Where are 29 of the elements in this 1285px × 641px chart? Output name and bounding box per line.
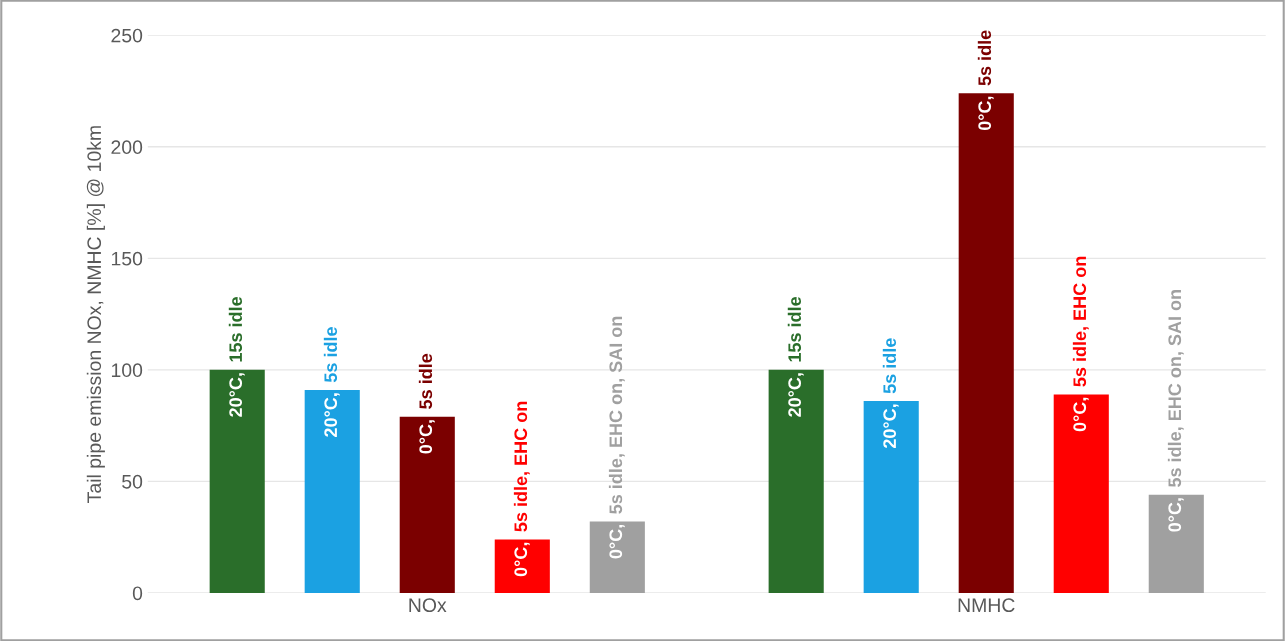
text: 20°C, 15s idle	[228, 296, 245, 417]
y-tick-label: 250	[111, 28, 143, 43]
bar	[209, 369, 265, 593]
text: 0°C, 5s idle, EHC on	[1072, 256, 1089, 432]
y-tick-label: 100	[111, 363, 143, 378]
bar	[494, 539, 550, 593]
text: 0°C, 5s idle, EHC on, SAI on	[1167, 290, 1184, 532]
text: 20°C, 5s idle	[882, 338, 899, 449]
bar	[863, 401, 919, 593]
x-tick-label: NMHC	[958, 598, 1015, 613]
text: 20°C, 5s idle	[323, 327, 340, 437]
text: 0°C, 5s idle, EHC on	[513, 401, 530, 577]
y-tick-label: 50	[122, 474, 143, 489]
text: 0°C, 5s idle, EHC on, SAI on	[608, 316, 625, 559]
x-tick-label: NOx	[409, 598, 447, 613]
text: 0°C, 5s idle	[977, 30, 994, 131]
bar	[1053, 394, 1109, 593]
bar	[958, 93, 1014, 593]
bar	[399, 416, 455, 593]
y-tick-label: 200	[111, 140, 143, 155]
bar	[304, 389, 360, 593]
y-axis-title: Tail pipe emission NOx, NMHC [%] @ 10km	[86, 126, 105, 503]
bar	[768, 369, 824, 593]
y-tick-label: 0	[132, 586, 143, 601]
text: 0°C, 5s idle	[418, 353, 435, 454]
bar	[1148, 494, 1204, 593]
bar	[589, 521, 645, 593]
text: 20°C, 15s idle	[787, 296, 804, 417]
y-tick-label: 150	[111, 251, 143, 266]
